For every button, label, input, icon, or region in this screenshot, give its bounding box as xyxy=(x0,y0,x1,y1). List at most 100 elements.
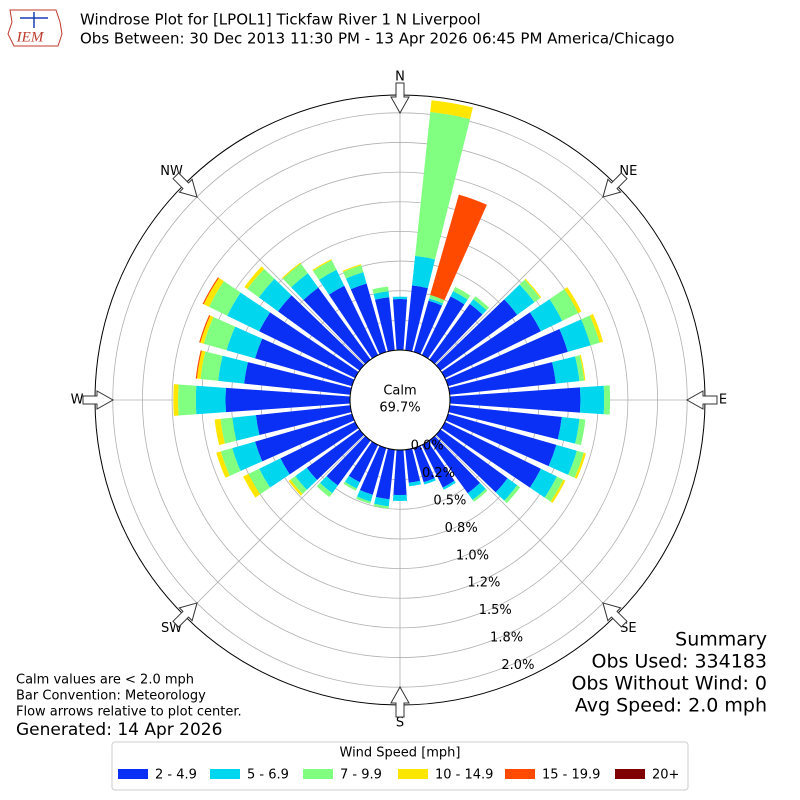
wind-bar-segment xyxy=(373,291,390,300)
compass-label: S xyxy=(396,716,404,731)
flow-arrow xyxy=(390,82,410,115)
wind-bar-segment xyxy=(218,355,248,384)
legend-box xyxy=(111,741,689,791)
wind-bar-segment xyxy=(549,289,579,321)
legend-title: Wind Speed [mph] xyxy=(340,746,461,761)
legend-label: 2 - 4.9 xyxy=(155,768,197,783)
wind-bar-segment xyxy=(421,441,455,488)
legend-label: 20+ xyxy=(652,768,679,783)
wind-bar-segment xyxy=(288,479,303,496)
wind-bar-segment xyxy=(290,476,307,495)
wind-bar-segment xyxy=(356,490,373,502)
wind-bar-segment xyxy=(232,415,260,441)
wind-bar-segment xyxy=(374,297,395,352)
wind-bar-segment xyxy=(579,354,586,381)
wind-bar-segment xyxy=(405,448,421,483)
wind-bar-segment xyxy=(173,384,179,416)
flow-arrow xyxy=(390,685,410,718)
wind-bar-segment xyxy=(280,421,359,475)
wind-bar-segment xyxy=(559,319,591,352)
generated: Generated: 14 Apr 2026 xyxy=(16,720,222,740)
wind-bar-segment xyxy=(469,299,487,315)
wind-bar-segment xyxy=(259,312,359,379)
wind-bar-segment xyxy=(574,452,587,479)
legend-swatch xyxy=(615,769,645,779)
wind-bar-segment xyxy=(203,316,236,351)
wind-bar-segment xyxy=(504,485,521,504)
wind-bar-segment xyxy=(504,284,535,315)
wind-bar-segment xyxy=(374,496,390,507)
wind-bar-segment xyxy=(550,479,566,503)
flow-arrow xyxy=(685,390,718,410)
compass-label: E xyxy=(719,393,727,408)
wind-bar-segment xyxy=(473,296,490,311)
legend-label: 5 - 6.9 xyxy=(247,768,289,783)
wind-bar-segment xyxy=(430,100,473,120)
wind-bar-segment xyxy=(392,298,408,351)
wind-bar-segment xyxy=(258,278,292,312)
wind-bar-segment xyxy=(568,450,584,478)
wind-bar-segment xyxy=(548,444,577,475)
wind-bar-segment xyxy=(214,418,225,446)
r-tick-label: 1.2% xyxy=(467,576,500,591)
wind-bar-segment xyxy=(467,482,486,500)
calm-circle xyxy=(349,349,451,451)
wind-bar-segment xyxy=(328,285,379,359)
flow-arrow xyxy=(602,602,628,628)
wind-bar-segment xyxy=(318,269,345,295)
summary: Obs Used: 334183 xyxy=(592,651,767,673)
summary: Avg Speed: 2.0 mph xyxy=(575,695,767,717)
wind-bar-segment xyxy=(429,303,483,365)
grid-spoke xyxy=(184,435,365,616)
legend-label: 15 - 19.9 xyxy=(542,768,600,783)
wind-bar-segment xyxy=(220,448,241,476)
wind-bar-segment xyxy=(344,475,360,489)
wind-bar-segment xyxy=(356,496,371,504)
wind-bar-segment xyxy=(575,355,585,382)
wind-bar-segment xyxy=(316,482,333,498)
calm-label: Calm xyxy=(383,384,416,399)
wind-bar-segment xyxy=(350,283,387,355)
wind-bar-segment xyxy=(248,468,271,495)
flow-arrow xyxy=(82,390,115,410)
wind-bar-segment xyxy=(529,299,563,332)
wind-bar-segment xyxy=(450,291,468,305)
wind-bar-segment xyxy=(178,384,197,416)
wind-bar-segment xyxy=(453,286,471,300)
wind-bar-segment xyxy=(313,260,337,280)
plot-area: Calm 69.7% 0.0% 0.2% 0.5% 0.8% 1.0% 1.2% 1.5% 1.8… xyxy=(71,70,728,731)
wind-bar-segment xyxy=(449,387,581,413)
flow-arrow xyxy=(602,172,628,198)
wind-bar-segment xyxy=(581,315,600,346)
wind-bar-segment xyxy=(345,272,367,290)
wind-bar-segment xyxy=(259,458,290,488)
wind-bar-segment xyxy=(277,295,365,371)
wind-bar-segment xyxy=(227,292,271,332)
wind-bar-segment xyxy=(445,413,557,467)
wind-bar-segment xyxy=(441,312,541,379)
wind-bar-segment xyxy=(429,435,481,494)
legend-swatch xyxy=(210,769,240,779)
wind-bar-segment xyxy=(430,194,487,301)
wind-bar-segment xyxy=(319,476,338,494)
wind-bar-segment xyxy=(413,445,435,483)
wind-bar-segment xyxy=(392,494,408,501)
wind-bar-segment xyxy=(282,262,301,279)
r-tick-label: 1.8% xyxy=(490,630,523,645)
summary: Obs Without Wind: 0 xyxy=(571,673,767,695)
wind-bar-segment xyxy=(373,503,389,509)
wind-bar-segment xyxy=(225,387,351,413)
wind-bar-segment xyxy=(244,266,265,290)
wind-bar-segment xyxy=(342,264,362,272)
wind-bar-segment xyxy=(203,277,224,307)
wind-bar-segment xyxy=(564,287,582,314)
wind-bar-segment xyxy=(255,338,355,387)
r-tick-label: 1.0% xyxy=(456,548,489,563)
wind-bar-segment xyxy=(421,296,465,359)
grid-spoke xyxy=(184,184,365,365)
wind-bar-segment xyxy=(375,448,395,500)
wind-bar-segment xyxy=(209,281,241,316)
compass-label: N xyxy=(395,70,405,85)
wind-bar-segment xyxy=(445,329,568,387)
calm-value: 69.7% xyxy=(379,401,420,416)
